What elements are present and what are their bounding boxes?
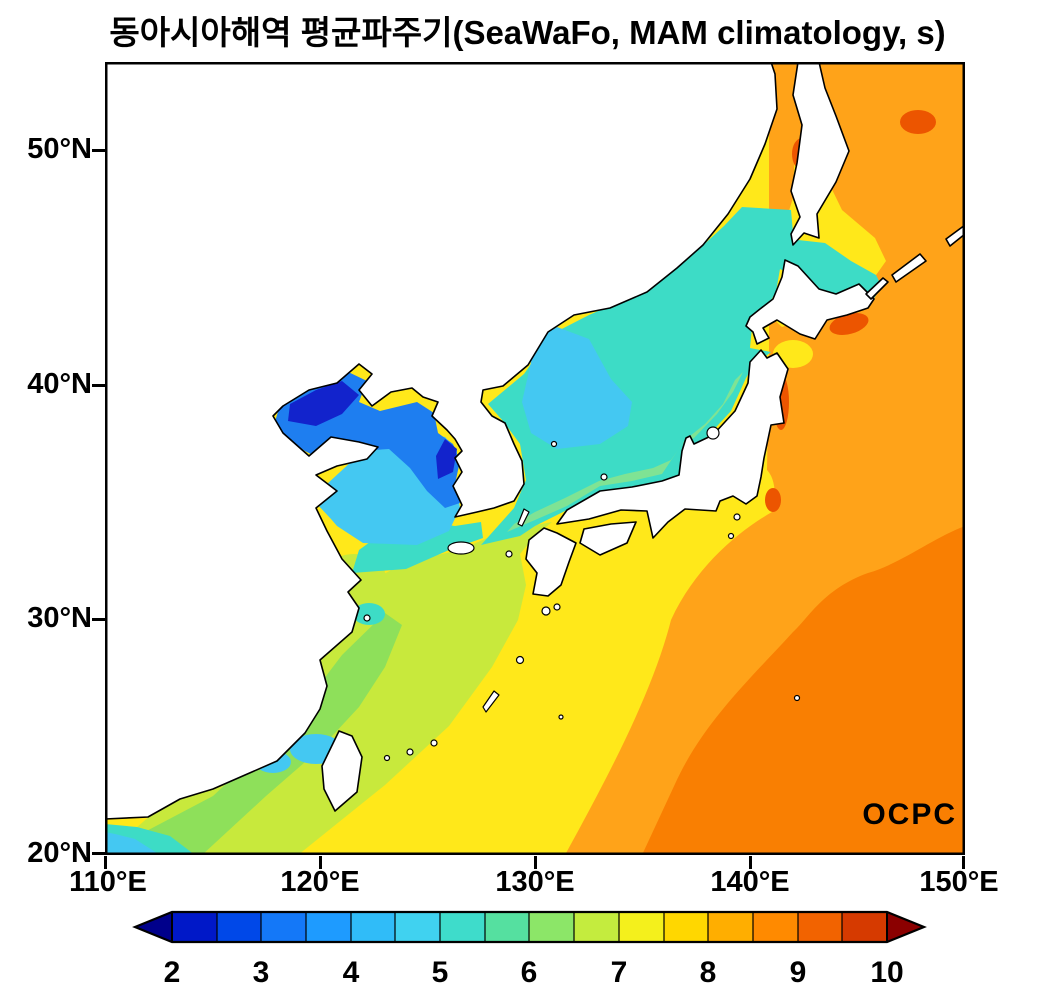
plot-frame bbox=[105, 62, 965, 855]
y-label-30n: 30°N bbox=[27, 602, 92, 634]
colorbar-outline bbox=[132, 910, 927, 944]
cb-label: 6 bbox=[521, 956, 538, 989]
cb-label: 10 bbox=[870, 956, 903, 989]
darkblue-bohai bbox=[288, 381, 359, 426]
colorbar-segments bbox=[135, 912, 924, 942]
colorbar-under-arrow bbox=[135, 912, 172, 942]
cyan-sw-corner bbox=[105, 832, 160, 855]
y-tick-30n bbox=[92, 618, 105, 621]
cb-seg bbox=[753, 912, 798, 942]
cyan-west-sea-of-japan bbox=[522, 327, 632, 449]
turquoise-sea-of-japan bbox=[481, 207, 882, 545]
cb-seg bbox=[351, 912, 395, 942]
colorbar: 2 3 4 5 6 7 8 9 10 bbox=[132, 910, 927, 989]
y-label-20n: 20°N bbox=[27, 837, 92, 869]
land-masses bbox=[105, 62, 965, 820]
x-label-130e: 130°E bbox=[495, 866, 575, 898]
y-tick-20n bbox=[92, 852, 105, 855]
map-canvas: OCPC bbox=[105, 62, 965, 855]
cb-label: 9 bbox=[790, 956, 807, 989]
x-tick-120e bbox=[319, 856, 322, 869]
colorbar-over-arrow bbox=[887, 912, 924, 942]
cb-seg bbox=[664, 912, 708, 942]
colorbar-dividers bbox=[171, 912, 888, 942]
green-honshu-coastal-band bbox=[507, 372, 743, 532]
island-shikoku bbox=[579, 521, 637, 556]
x-label-110e: 110°E bbox=[69, 866, 147, 898]
kuril-islands bbox=[865, 224, 965, 300]
y-tick-40n bbox=[92, 384, 105, 387]
cb-label: 7 bbox=[611, 956, 628, 989]
cb-seg bbox=[798, 912, 842, 942]
island-honshu bbox=[556, 349, 789, 539]
cb-label: 5 bbox=[432, 956, 449, 989]
cb-seg bbox=[217, 912, 261, 942]
chart-title: 동아시아해역 평균파주기(SeaWaFo, MAM climatology, s… bbox=[109, 14, 946, 51]
ocpc-logo: OCPC bbox=[862, 798, 957, 831]
cb-seg bbox=[619, 912, 664, 942]
y-label-40n: 40°N bbox=[27, 368, 92, 400]
x-label-140e: 140°E bbox=[710, 866, 790, 898]
cb-seg bbox=[306, 912, 351, 942]
cb-seg bbox=[261, 912, 306, 942]
landmass-asia-korea bbox=[105, 62, 778, 820]
green-scs-coast bbox=[105, 613, 402, 855]
island-taiwan bbox=[321, 730, 363, 812]
plot-area: OCPC bbox=[105, 62, 965, 855]
colorbar-labels: 2 3 4 5 6 7 8 9 10 bbox=[164, 956, 904, 989]
y-label-50n: 50°N bbox=[27, 133, 92, 165]
x-tick-130e bbox=[534, 856, 537, 869]
cb-seg bbox=[529, 912, 574, 942]
island-sakhalin bbox=[790, 62, 850, 246]
cb-seg bbox=[485, 912, 529, 942]
cb-label: 3 bbox=[253, 956, 270, 989]
cb-seg bbox=[395, 912, 440, 942]
cb-label: 2 bbox=[164, 956, 181, 989]
x-label-150e: 150°E bbox=[919, 866, 999, 898]
turquoise-hangzhou bbox=[353, 603, 385, 625]
darkblue-korea-west bbox=[436, 439, 457, 479]
y-tick-50n bbox=[92, 149, 105, 152]
island-kyushu bbox=[525, 527, 577, 597]
cb-label: 8 bbox=[700, 956, 717, 989]
cb-seg bbox=[172, 912, 217, 942]
deep-orange-region bbox=[642, 526, 965, 855]
island-hokkaido bbox=[745, 259, 875, 345]
x-tick-110e bbox=[104, 856, 107, 869]
cb-seg bbox=[708, 912, 753, 942]
cb-seg bbox=[440, 912, 485, 942]
cb-seg bbox=[842, 912, 887, 942]
cb-seg bbox=[574, 912, 619, 942]
x-label-120e: 120°E bbox=[280, 866, 360, 898]
cb-label: 4 bbox=[343, 956, 360, 989]
small-islands bbox=[363, 426, 801, 762]
x-tick-140e bbox=[749, 856, 752, 869]
x-tick-150e bbox=[962, 856, 965, 869]
